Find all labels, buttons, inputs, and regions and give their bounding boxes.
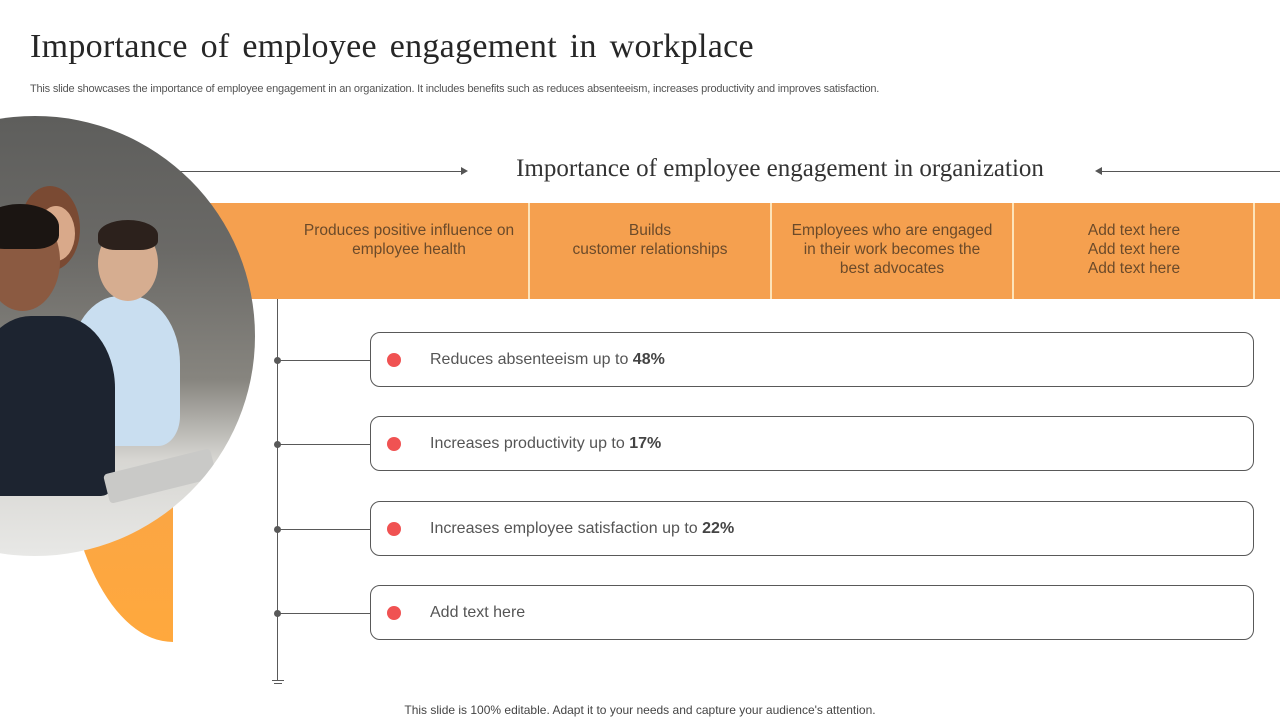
person-figure bbox=[0, 316, 115, 496]
stat-text-absenteeism: Reduces absenteeism up to 48% bbox=[430, 351, 665, 368]
bullet-dot-icon bbox=[387, 437, 401, 451]
stat-box-placeholder bbox=[370, 585, 1254, 640]
page-subtitle: This slide showcases the importance of e… bbox=[30, 83, 880, 95]
connector-line bbox=[277, 529, 394, 530]
arrow-right-icon bbox=[461, 167, 468, 175]
timeline-end-mark bbox=[272, 680, 284, 681]
stat-box-satisfaction bbox=[370, 501, 1254, 556]
team-photo bbox=[0, 116, 255, 556]
connector-line bbox=[277, 360, 394, 361]
page-title: Importance of employee engagement in wor… bbox=[30, 28, 754, 65]
section-heading: Importance of employee engagement in org… bbox=[516, 155, 1044, 182]
connector-line bbox=[277, 613, 394, 614]
connector-line bbox=[277, 444, 394, 445]
right-arrow-line bbox=[1100, 171, 1280, 172]
band-divider bbox=[1253, 203, 1255, 299]
stat-box-absenteeism bbox=[370, 332, 1254, 387]
person-hair bbox=[0, 204, 59, 249]
stat-text-satisfaction: Increases employee satisfaction up to 22… bbox=[430, 520, 735, 537]
bullet-dot-icon bbox=[387, 353, 401, 367]
orange-benefits-band bbox=[150, 203, 1280, 299]
stat-box-productivity bbox=[370, 416, 1254, 471]
arrow-left-icon bbox=[1095, 167, 1102, 175]
band-cell-placeholder: Add text here Add text here Add text her… bbox=[1087, 222, 1181, 277]
band-cell-health: Produces positive influence on employee … bbox=[303, 222, 515, 258]
band-cell-advocates: Employees who are engaged in their work … bbox=[791, 222, 993, 277]
bullet-dot-icon bbox=[387, 606, 401, 620]
person-hair bbox=[98, 220, 158, 250]
band-divider bbox=[1012, 203, 1014, 299]
timeline-end-mark bbox=[274, 683, 282, 684]
left-arrow-line bbox=[180, 171, 465, 172]
band-divider bbox=[528, 203, 530, 299]
band-cell-relationships: Builds customer relationships bbox=[572, 222, 728, 258]
band-divider bbox=[770, 203, 772, 299]
stat-text-placeholder: Add text here bbox=[430, 604, 526, 621]
bullet-dot-icon bbox=[387, 522, 401, 536]
stat-text-productivity: Increases productivity up to 17% bbox=[430, 435, 662, 452]
timeline-vertical-line bbox=[277, 299, 278, 681]
footer-note: This slide is 100% editable. Adapt it to… bbox=[404, 703, 876, 717]
